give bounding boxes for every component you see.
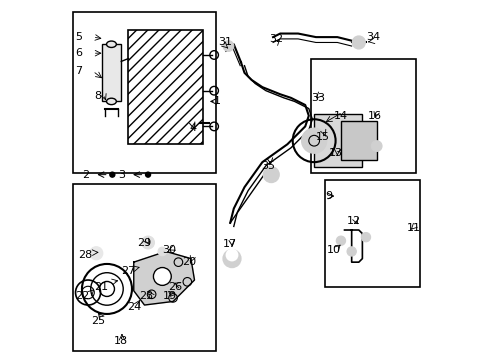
Circle shape <box>336 236 345 246</box>
Text: 22: 22 <box>75 291 89 301</box>
Text: 10: 10 <box>326 245 340 255</box>
Circle shape <box>223 249 241 267</box>
Circle shape <box>370 141 381 152</box>
Circle shape <box>145 172 150 177</box>
Text: 21: 21 <box>94 282 108 292</box>
Text: 32: 32 <box>269 34 283 44</box>
Bar <box>340 121 376 160</box>
Text: 13: 13 <box>328 148 342 158</box>
Circle shape <box>263 167 279 183</box>
Text: 15: 15 <box>315 132 329 142</box>
Circle shape <box>153 267 171 285</box>
Circle shape <box>142 236 154 249</box>
Text: 5: 5 <box>75 32 81 42</box>
Bar <box>73 12 216 173</box>
Ellipse shape <box>106 41 116 48</box>
Text: 23: 23 <box>139 291 153 301</box>
Polygon shape <box>134 251 194 305</box>
Circle shape <box>225 249 238 261</box>
Text: 26: 26 <box>167 282 182 292</box>
Text: 14: 14 <box>333 111 347 121</box>
Text: 25: 25 <box>91 316 105 326</box>
Text: 7: 7 <box>75 66 82 76</box>
Bar <box>102 44 121 102</box>
Text: 18: 18 <box>114 336 128 346</box>
Text: 28: 28 <box>78 250 92 260</box>
Circle shape <box>361 233 370 242</box>
Text: 9: 9 <box>324 191 331 201</box>
Ellipse shape <box>106 98 116 105</box>
Text: 34: 34 <box>366 32 379 42</box>
Circle shape <box>301 128 326 153</box>
Text: 31: 31 <box>218 37 231 48</box>
Circle shape <box>110 172 115 177</box>
Bar <box>313 114 362 167</box>
Text: 33: 33 <box>310 93 324 103</box>
Text: 3: 3 <box>118 170 124 180</box>
Text: 29: 29 <box>137 238 151 248</box>
Text: 8: 8 <box>94 91 102 101</box>
Circle shape <box>223 41 233 51</box>
Bar <box>128 30 203 144</box>
Circle shape <box>90 247 102 260</box>
Text: 4: 4 <box>189 123 196 133</box>
Text: 17: 17 <box>223 239 237 249</box>
Text: 1: 1 <box>214 96 221 107</box>
Text: 16: 16 <box>367 111 381 121</box>
Text: 2: 2 <box>82 170 89 180</box>
Circle shape <box>352 36 365 49</box>
Text: 20: 20 <box>182 257 196 267</box>
Text: 11: 11 <box>407 223 420 233</box>
Text: 12: 12 <box>346 216 360 226</box>
Text: 19: 19 <box>162 291 176 301</box>
Text: 35: 35 <box>260 161 274 171</box>
Text: 6: 6 <box>75 48 81 58</box>
Circle shape <box>346 247 356 256</box>
Text: 30: 30 <box>162 245 176 255</box>
Bar <box>73 184 216 351</box>
Bar <box>310 59 415 173</box>
Bar <box>324 180 419 287</box>
Text: 27: 27 <box>121 266 135 276</box>
Text: 24: 24 <box>126 302 141 312</box>
Circle shape <box>158 247 166 256</box>
